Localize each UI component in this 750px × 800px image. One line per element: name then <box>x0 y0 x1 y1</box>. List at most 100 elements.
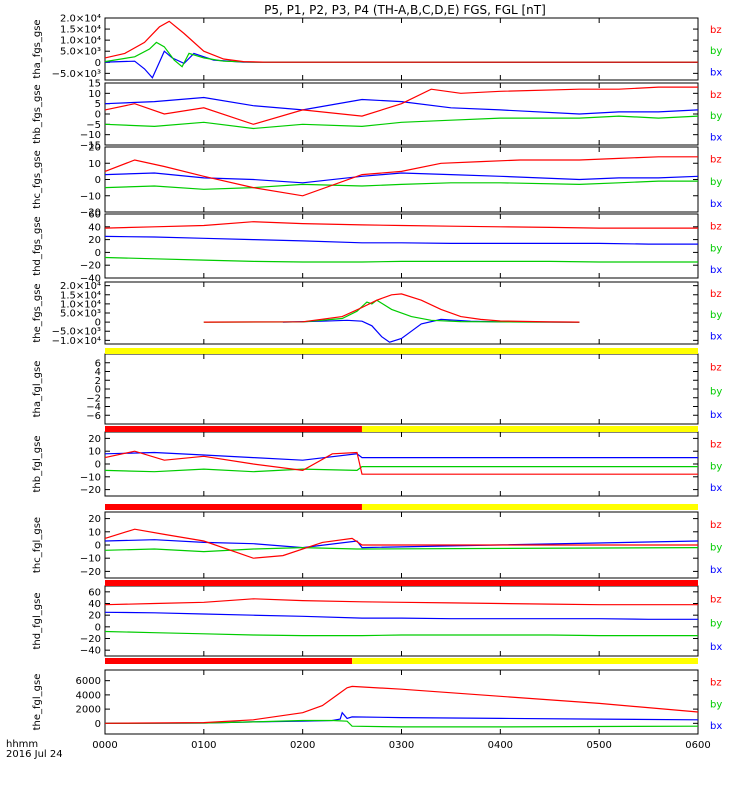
y-tick-label: −10 <box>80 191 101 202</box>
panel-frame <box>104 213 699 279</box>
legend-by: by <box>710 461 722 472</box>
x-tick-label: 0600 <box>685 740 710 751</box>
y-tick-label: −10 <box>80 554 101 565</box>
panel-the_fgl_gse: 0 2000 4000 6000 the_fgl_gse bz by bx 0000 0100 02… <box>32 669 722 751</box>
y-tick-label: 0 <box>95 318 101 329</box>
legend-bz: bz <box>710 595 722 606</box>
legend-bx: bx <box>710 483 722 494</box>
x-tick-label: 0400 <box>488 740 513 751</box>
series-line-bz <box>104 86 698 125</box>
panel-frame <box>104 353 699 425</box>
status-bar-yellow <box>105 348 698 354</box>
legend-bz: bz <box>710 90 722 101</box>
legend-bz: bz <box>710 25 722 36</box>
series-line-bx <box>104 172 699 184</box>
chart-title: P5, P1, P2, P3, P4 (TH-A,B,C,D,E) FGS, F… <box>264 3 546 17</box>
y-tick-label: 0 <box>95 541 101 552</box>
y-tick-label: 2.0×10⁴ <box>60 14 101 25</box>
legend-bz: bz <box>710 363 722 374</box>
series-line-bz <box>104 685 699 724</box>
legend-bx: bx <box>710 132 722 143</box>
y-tick-label: 10 <box>88 527 101 538</box>
status-bar-red <box>105 504 362 510</box>
y-axis-label: the_fgs_gse <box>32 283 43 342</box>
panel-stack: −5.0×10³05.0×10³1.0×10⁴1.5×10⁴2.0×10⁴tha… <box>32 14 722 752</box>
series-line-by <box>104 256 698 263</box>
y-tick-label: 0 <box>95 622 101 633</box>
y-tick-label: −20 <box>80 261 101 272</box>
legend-by: by <box>710 243 722 254</box>
series-line-by <box>104 546 699 553</box>
y-tick-label: 0 <box>95 175 101 186</box>
legend-by: by <box>710 310 722 321</box>
y-tick-label: 20 <box>88 611 101 622</box>
y-tick-label: 10 <box>88 89 101 100</box>
y-tick-label: 60 <box>88 210 101 221</box>
status-bar-yellow <box>361 504 698 510</box>
y-tick-label: 6 <box>95 358 101 369</box>
y-axis-label: thc_fgl_gse <box>32 517 43 573</box>
legend-bx: bx <box>710 265 722 276</box>
series-line-bx <box>104 611 698 620</box>
series-line-bx <box>104 539 699 549</box>
x-tick-label: 0100 <box>191 740 216 751</box>
y-tick-label: 0 <box>95 719 101 730</box>
status-bar-yellow <box>361 426 698 432</box>
panel-frame <box>104 82 699 146</box>
y-axis-label: thd_fgs_gse <box>32 216 43 275</box>
y-axis-label: thd_fgl_gse <box>32 593 43 650</box>
series-line-by <box>104 115 699 130</box>
y-tick-label: −20 <box>80 208 101 219</box>
series-line-bx <box>104 96 699 115</box>
legend-bz: bz <box>710 520 722 531</box>
y-tick-label: −20 <box>80 634 101 645</box>
y-tick-label: 20 <box>88 434 101 445</box>
y-tick-label: −10 <box>80 130 101 141</box>
y-tick-label: 1.5×10⁴ <box>60 25 101 36</box>
legend-bx: bx <box>710 331 722 342</box>
y-tick-label: 2 <box>95 376 101 387</box>
x-tick-label: 0300 <box>389 740 414 751</box>
legend-by: by <box>710 46 722 57</box>
series-line-bz <box>203 293 580 323</box>
panel-frame <box>104 669 699 735</box>
panel-thc_fgl_gse: −20 −10 0 10 20 thc_fgl_gse bz by bx <box>32 511 722 579</box>
y-tick-label: 15 <box>88 79 101 90</box>
legend-bz: bz <box>710 222 722 233</box>
y-tick-label: 0 <box>95 248 101 259</box>
date-label: 2016 Jul 24 <box>6 749 63 760</box>
series-line-by <box>104 466 698 473</box>
time-format-label: hhmm <box>6 739 38 750</box>
legend-bz: bz <box>710 678 722 689</box>
legend-by: by <box>710 542 722 553</box>
legend-bx: bx <box>710 410 722 421</box>
y-tick-label: 5.0×10³ <box>60 309 101 320</box>
y-tick-label: 1.0×10⁴ <box>60 36 101 47</box>
y-tick-label: 40 <box>88 222 101 233</box>
panel-frame <box>104 146 699 213</box>
y-tick-label: 4000 <box>76 690 101 701</box>
panel-the_fgs_gse: −1.0×10⁴−5.0×10³05.0×10³1.0×10⁴1.5×10⁴2.… <box>32 281 722 347</box>
y-tick-label: 1.0×10⁴ <box>60 299 101 310</box>
y-tick-label: −10 <box>80 472 101 483</box>
status-bar-red <box>105 658 353 664</box>
x-tick-label: 0500 <box>586 740 611 751</box>
panel-thb_fgl_gse: −20 −100 10 20 thb_fgl_gse bz by bx <box>32 431 722 497</box>
legend-bx: bx <box>710 642 722 653</box>
series-line-by <box>104 180 698 190</box>
y-tick-label: 20 <box>88 143 101 154</box>
legend-bz: bz <box>710 155 722 166</box>
y-tick-label: −1.0×10⁴ <box>52 336 101 347</box>
series-line-by <box>104 41 698 68</box>
y-tick-label: −6 <box>86 411 101 422</box>
y-tick-label: −40 <box>80 274 101 285</box>
y-axis-label: thb_fgs_gse <box>32 84 43 143</box>
y-tick-label: −5.0×10³ <box>52 327 101 338</box>
legend-by: by <box>710 699 722 710</box>
y-tick-label: 40 <box>88 599 101 610</box>
series-line-bz <box>104 20 698 63</box>
x-tick-label: 0000 <box>92 740 117 751</box>
